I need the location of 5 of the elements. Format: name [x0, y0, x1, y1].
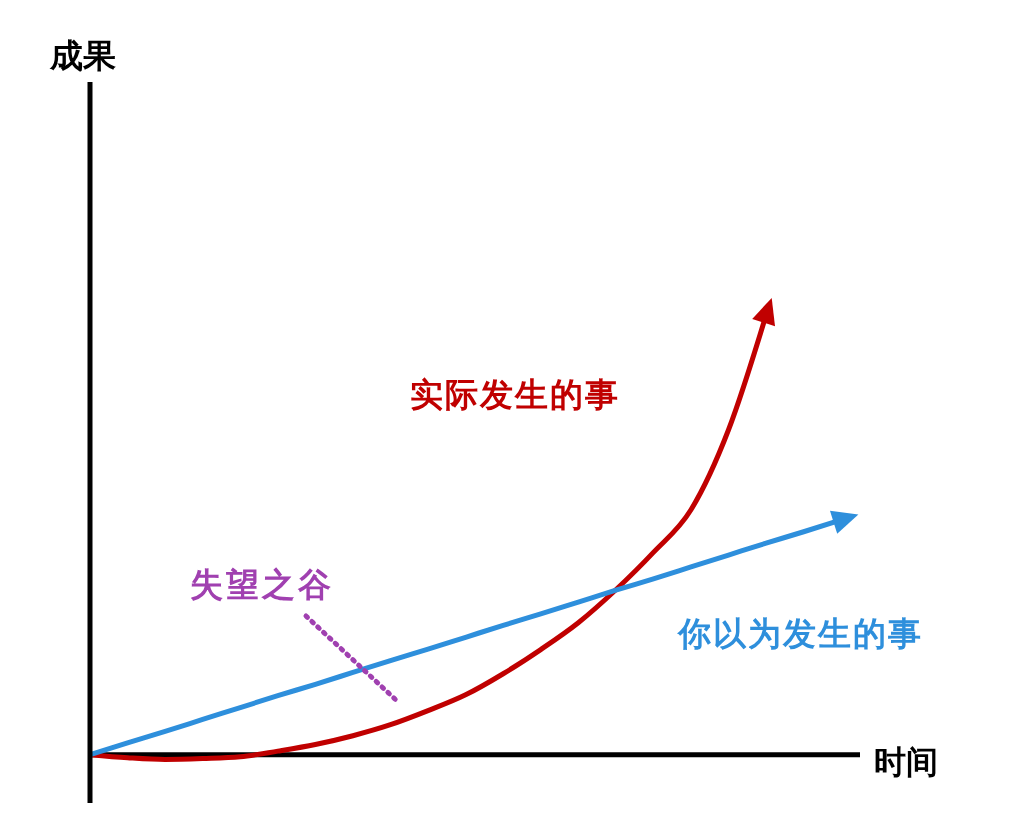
series-label: 你以为发生的事 — [678, 613, 923, 655]
text: 实际发生的事 — [410, 374, 620, 416]
annotation: 失望之谷 — [190, 564, 334, 606]
text: 成果 — [50, 35, 116, 77]
x-axis-title: 时间 — [874, 742, 938, 783]
